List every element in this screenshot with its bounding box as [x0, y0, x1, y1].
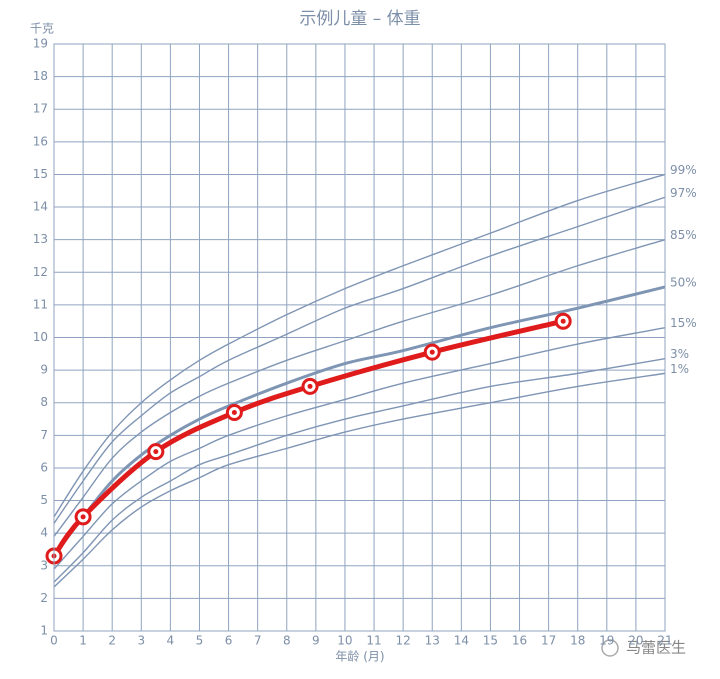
x-axis-label: 年龄 (月) [335, 650, 384, 664]
point-center [307, 383, 313, 389]
percentile-label: 1% [670, 362, 689, 376]
y-tick-label: 8 [40, 395, 48, 409]
x-tick-label: 15 [483, 634, 498, 648]
y-tick-label: 12 [33, 265, 48, 279]
x-tick-label: 9 [312, 634, 320, 648]
child-point [225, 404, 243, 422]
x-tick-label: 7 [254, 634, 262, 648]
y-tick-label: 15 [33, 167, 48, 181]
y-tick-label: 18 [33, 69, 48, 83]
x-tick-label: 8 [283, 634, 291, 648]
percentile-line [53, 372, 666, 588]
child-point [74, 508, 92, 526]
y-axis-label: 千克 [30, 22, 54, 36]
x-tick-label: 10 [337, 634, 352, 648]
percentile-label: 99% [670, 163, 697, 177]
percentile-line [53, 358, 666, 583]
y-tick-label: 11 [33, 297, 48, 311]
x-tick-label: 5 [196, 634, 204, 648]
y-tick-label: 9 [40, 363, 48, 377]
percentile-line [53, 173, 666, 518]
percentile-line [52, 285, 666, 557]
y-tick-label: 14 [33, 200, 48, 214]
percentile-label: 97% [670, 186, 697, 200]
y-tick-label: 4 [40, 526, 48, 540]
x-tick-label: 16 [512, 634, 527, 648]
percentile-line [53, 196, 666, 524]
y-tick-label: 16 [33, 134, 48, 148]
percentile-label: 15% [670, 316, 697, 330]
point-center [560, 318, 566, 324]
x-tick-label: 6 [225, 634, 233, 648]
y-tick-label: 1 [40, 624, 48, 638]
x-tick-label: 1 [79, 634, 87, 648]
x-tick-label: 19 [599, 634, 614, 648]
y-tick-label: 6 [40, 460, 48, 474]
x-tick-label: 13 [425, 634, 440, 648]
watermark: 马蕾医生 [601, 639, 686, 657]
percentile-line [53, 238, 666, 537]
child-line [51, 318, 566, 559]
child-point [423, 343, 441, 361]
x-tick-label: 12 [396, 634, 411, 648]
percentile-line [53, 327, 666, 570]
y-tick-label: 7 [40, 428, 48, 442]
point-center [153, 449, 159, 455]
x-tick-label: 11 [366, 634, 381, 648]
child-point [554, 312, 572, 330]
watermark-text: 马蕾医生 [626, 639, 686, 657]
child-point [301, 377, 319, 395]
y-tick-label: 2 [40, 591, 48, 605]
x-tick-label: 18 [570, 634, 585, 648]
x-tick-label: 3 [137, 634, 145, 648]
y-tick-label: 10 [33, 330, 48, 344]
child-point [147, 443, 165, 461]
chart-title: 示例儿童 – 体重 [299, 9, 420, 29]
x-tick-label: 21 [657, 634, 672, 648]
plot-frame [53, 43, 666, 632]
x-tick-label: 2 [108, 634, 116, 648]
percentile-label: 50% [670, 275, 697, 289]
point-center [429, 349, 435, 355]
y-tick-label: 19 [33, 37, 48, 51]
percentile-label: 3% [670, 347, 689, 361]
percentile-label: 85% [670, 228, 697, 242]
y-tick-label: 17 [33, 102, 48, 116]
y-tick-label: 5 [40, 493, 48, 507]
x-tick-label: 17 [541, 634, 556, 648]
point-center [80, 514, 86, 520]
x-tick-label: 14 [454, 634, 469, 648]
x-tick-label: 20 [628, 634, 643, 648]
x-tick-label: 0 [50, 634, 58, 648]
y-tick-label: 3 [40, 558, 48, 572]
x-tick-label: 4 [167, 634, 175, 648]
y-tick-label: 13 [33, 232, 48, 246]
point-center [231, 410, 237, 416]
